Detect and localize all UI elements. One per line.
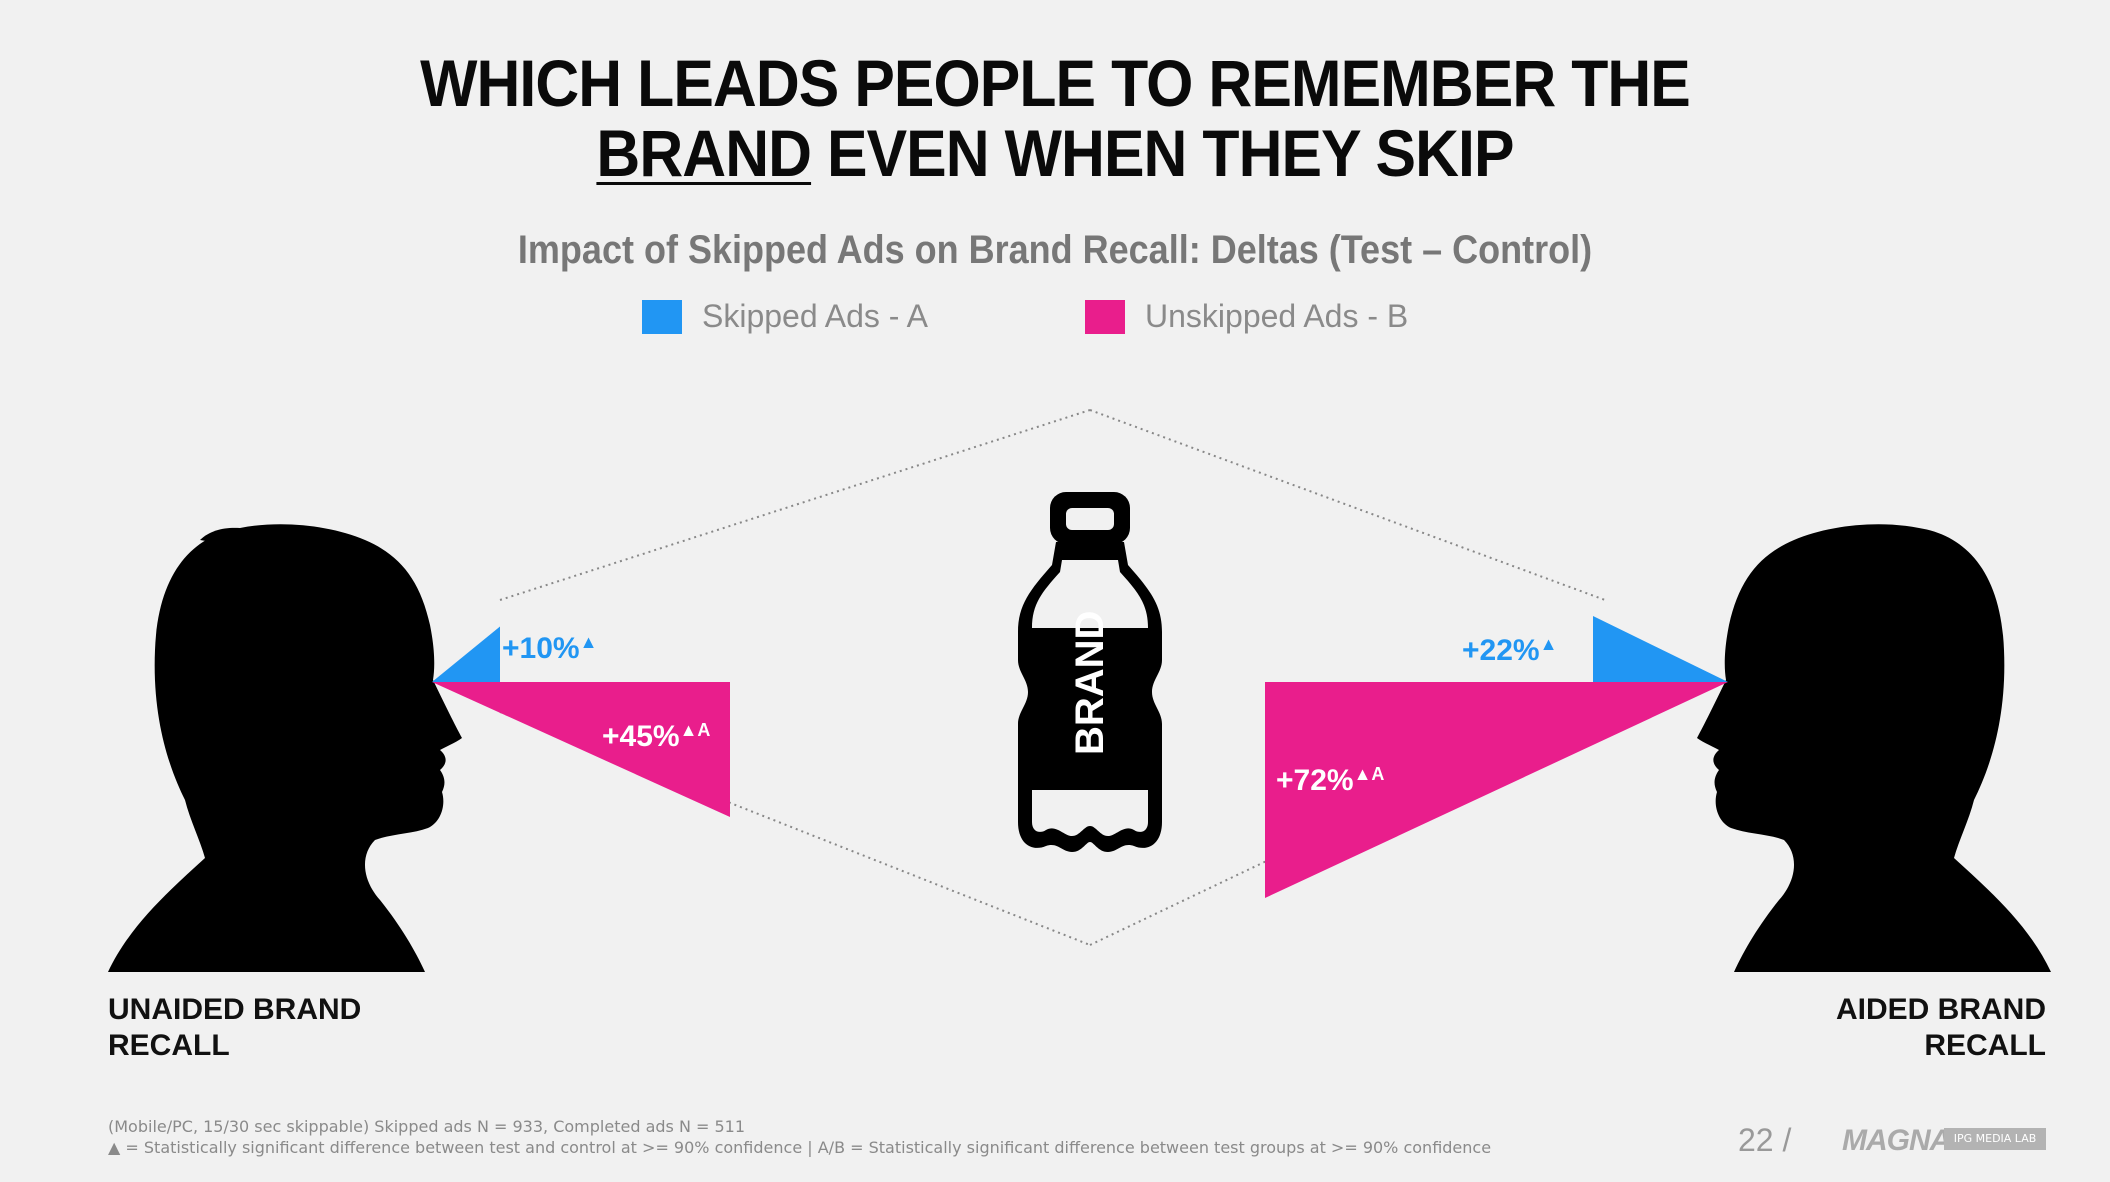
legend-swatch-skipped <box>642 299 682 334</box>
left-label-line-1: UNAIDED BRAND <box>108 993 362 1026</box>
ipg-media-lab-badge: IPG MEDIA LAB <box>1944 1128 2046 1150</box>
label-aided-unskipped: +72%▲A <box>1276 764 1384 797</box>
left-category-label: UNAIDED BRAND RECALL <box>108 992 361 1064</box>
footnote-line-2: ▲ = Statistically significant difference… <box>108 1138 1492 1157</box>
legend-item-skipped: Skipped Ads - A <box>642 298 928 335</box>
left-hair-tuft <box>200 527 240 545</box>
bottle-icon: BRAND <box>1018 492 1162 852</box>
bottle-brand-text: BRAND <box>1068 611 1112 755</box>
right-head-silhouette <box>1697 524 2051 972</box>
label-unaided-unskipped: +45%▲A <box>602 720 710 753</box>
bar-aided-skipped <box>1593 616 1728 682</box>
footnote-line-1: (Mobile/PC, 15/30 sec skippable) Skipped… <box>108 1117 746 1136</box>
legend-label-skipped: Skipped Ads - A <box>702 298 928 334</box>
footnote: (Mobile/PC, 15/30 sec skippable) Skipped… <box>108 1116 1491 1158</box>
legend-swatch-unskipped <box>1085 299 1125 334</box>
right-label-line-1: AIDED BRAND <box>1836 993 2046 1026</box>
page-title: WHICH LEADS PEOPLE TO REMEMBER THE BRAND… <box>84 48 2025 188</box>
legend-item-unskipped: Unskipped Ads - B <box>1085 298 1408 335</box>
bar-unaided-skipped <box>432 626 500 682</box>
label-aided-skipped: +22%▲ <box>1462 634 1557 667</box>
right-category-label: AIDED BRAND RECALL <box>1836 992 2046 1064</box>
left-label-line-2: RECALL <box>108 1029 230 1062</box>
title-line-2: BRAND EVEN WHEN THEY SKIP <box>84 118 2025 188</box>
label-unaided-skipped: +10%▲ <box>502 632 597 665</box>
title-line-1: WHICH LEADS PEOPLE TO REMEMBER THE <box>420 46 1691 120</box>
bar-aided-unskipped <box>1265 682 1728 898</box>
legend-label-unskipped: Unskipped Ads - B <box>1145 298 1409 334</box>
magna-logo: MAGNA <box>1842 1124 1951 1157</box>
title-line-2-rest: EVEN WHEN THEY SKIP <box>811 116 1514 190</box>
chart-subtitle: Impact of Skipped Ads on Brand Recall: D… <box>517 228 1593 272</box>
bar-unaided-unskipped <box>432 682 730 817</box>
left-head-silhouette <box>108 524 462 972</box>
title-underlined-word: BRAND <box>596 116 812 190</box>
page-number: 22 / <box>1738 1122 1792 1158</box>
right-label-line-2: RECALL <box>1924 1029 2046 1062</box>
